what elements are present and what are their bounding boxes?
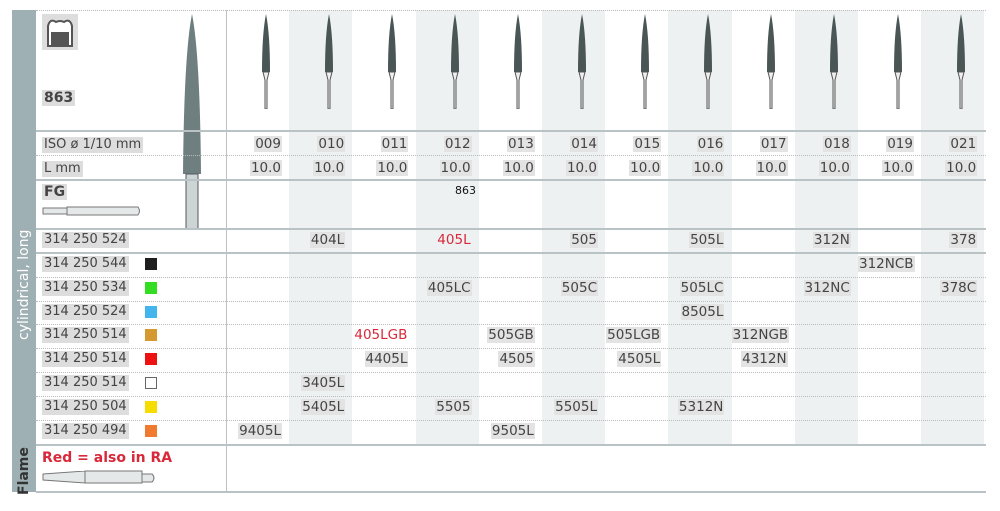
reference-number: 314 250 494 bbox=[42, 422, 129, 439]
bur-image bbox=[704, 14, 712, 109]
legend-note: Red = also in RA bbox=[42, 450, 173, 466]
article-code: 312NCB bbox=[858, 256, 915, 272]
article-code: 505 bbox=[570, 232, 598, 248]
reference-number: 314 250 514 bbox=[42, 351, 129, 368]
article-code: 4405L bbox=[364, 351, 409, 368]
length-value: 10.0 bbox=[692, 160, 725, 176]
article-code: 505C bbox=[560, 279, 598, 296]
iso-label: ISO ø 1/10 mm bbox=[42, 137, 144, 153]
iso-size: 016 bbox=[696, 136, 725, 152]
article-code: 312NGB bbox=[731, 327, 790, 344]
article-code: 4505L bbox=[617, 351, 662, 368]
reference-number: 314 250 524 bbox=[42, 303, 129, 320]
length-value: 10.0 bbox=[249, 160, 282, 176]
reference-number: 314 250 524 bbox=[42, 232, 129, 248]
length-value: 10.0 bbox=[565, 160, 598, 176]
article-code: 505L bbox=[689, 232, 725, 248]
iso-size: 015 bbox=[633, 136, 662, 152]
bur-image bbox=[388, 14, 396, 109]
article-code: 3405L bbox=[301, 375, 346, 391]
article-code: 5505L bbox=[554, 398, 598, 415]
article-code: 505GB bbox=[487, 327, 535, 344]
length-value: 10.0 bbox=[376, 160, 409, 176]
grit-color-swatch bbox=[145, 353, 157, 366]
length-value: 10.0 bbox=[313, 160, 346, 176]
article-code: 312NC bbox=[803, 279, 851, 296]
grit-color-swatch bbox=[145, 258, 157, 270]
length-value: 10.0 bbox=[755, 160, 788, 176]
bur-image bbox=[640, 14, 649, 109]
bur-large-image bbox=[183, 14, 201, 229]
iso-size: 011 bbox=[380, 136, 409, 152]
article-code: 9405L bbox=[238, 422, 282, 439]
reference-number: 314 250 534 bbox=[42, 279, 129, 296]
overlay-text: 863 bbox=[455, 184, 476, 197]
length-value: 10.0 bbox=[629, 160, 662, 176]
iso-size: 019 bbox=[886, 136, 914, 152]
reference-number: 314 250 514 bbox=[42, 327, 129, 344]
reference-number: 314 250 514 bbox=[42, 375, 129, 391]
bur-image bbox=[261, 14, 270, 109]
length-value: 10.0 bbox=[881, 160, 914, 176]
bur-image bbox=[324, 14, 333, 109]
grit-color-swatch bbox=[145, 377, 157, 389]
bur-image bbox=[830, 14, 839, 109]
shape-number: 863 bbox=[42, 90, 76, 106]
iso-size: 018 bbox=[823, 136, 851, 152]
grit-color-swatch bbox=[145, 281, 157, 294]
article-code: 5405L bbox=[301, 398, 346, 415]
article-code: 378 bbox=[949, 232, 978, 248]
length-label: L mm bbox=[42, 161, 83, 177]
article-code: 405LC bbox=[426, 279, 472, 296]
article-code: 9505L bbox=[490, 422, 535, 439]
shank-type: FG bbox=[42, 184, 68, 200]
crown-icon bbox=[42, 14, 78, 50]
type-label: cylindrical, long bbox=[16, 229, 32, 340]
grit-color-swatch bbox=[145, 305, 157, 318]
article-code: 505LC bbox=[679, 279, 725, 296]
iso-size: 014 bbox=[570, 136, 598, 152]
ra-shank-icon bbox=[42, 470, 155, 484]
article-code: 405L bbox=[437, 232, 471, 248]
article-code: 378C bbox=[939, 279, 978, 296]
bur-image bbox=[767, 14, 776, 109]
length-value: 10.0 bbox=[818, 160, 851, 176]
length-value: 10.0 bbox=[945, 160, 978, 176]
grit-color-swatch bbox=[145, 424, 157, 437]
article-code: 312N bbox=[812, 232, 851, 248]
bur-image bbox=[451, 14, 460, 109]
iso-size: 021 bbox=[949, 136, 978, 152]
shape-label: Flame bbox=[16, 447, 32, 495]
iso-size: 009 bbox=[254, 136, 282, 152]
side-strip: cylindrical, long Flame bbox=[12, 10, 36, 495]
grit-color-swatch bbox=[145, 400, 157, 413]
iso-size: 010 bbox=[317, 136, 346, 152]
article-code: 4312N bbox=[741, 351, 788, 368]
article-code: 505LGB bbox=[606, 327, 662, 344]
article-code: 5505 bbox=[435, 398, 472, 415]
bur-image bbox=[893, 14, 902, 109]
iso-size: 017 bbox=[759, 136, 788, 152]
length-value: 10.0 bbox=[439, 160, 472, 176]
bur-image bbox=[956, 14, 965, 109]
article-code: 4505 bbox=[498, 351, 535, 368]
iso-size: 013 bbox=[507, 136, 535, 152]
length-value: 10.0 bbox=[502, 160, 535, 176]
reference-number: 314 250 544 bbox=[42, 256, 129, 272]
fg-shank-icon bbox=[42, 206, 140, 216]
reference-number: 314 250 504 bbox=[42, 398, 129, 415]
bur-image bbox=[577, 14, 586, 109]
article-code: 5312N bbox=[677, 398, 725, 415]
column-divider bbox=[226, 10, 227, 492]
iso-size: 012 bbox=[443, 136, 472, 152]
article-code: 405LGB bbox=[354, 327, 408, 344]
bur-image bbox=[514, 14, 523, 109]
grit-color-swatch bbox=[145, 329, 157, 342]
article-code: 404L bbox=[309, 232, 346, 248]
article-code: 8505L bbox=[680, 303, 725, 320]
